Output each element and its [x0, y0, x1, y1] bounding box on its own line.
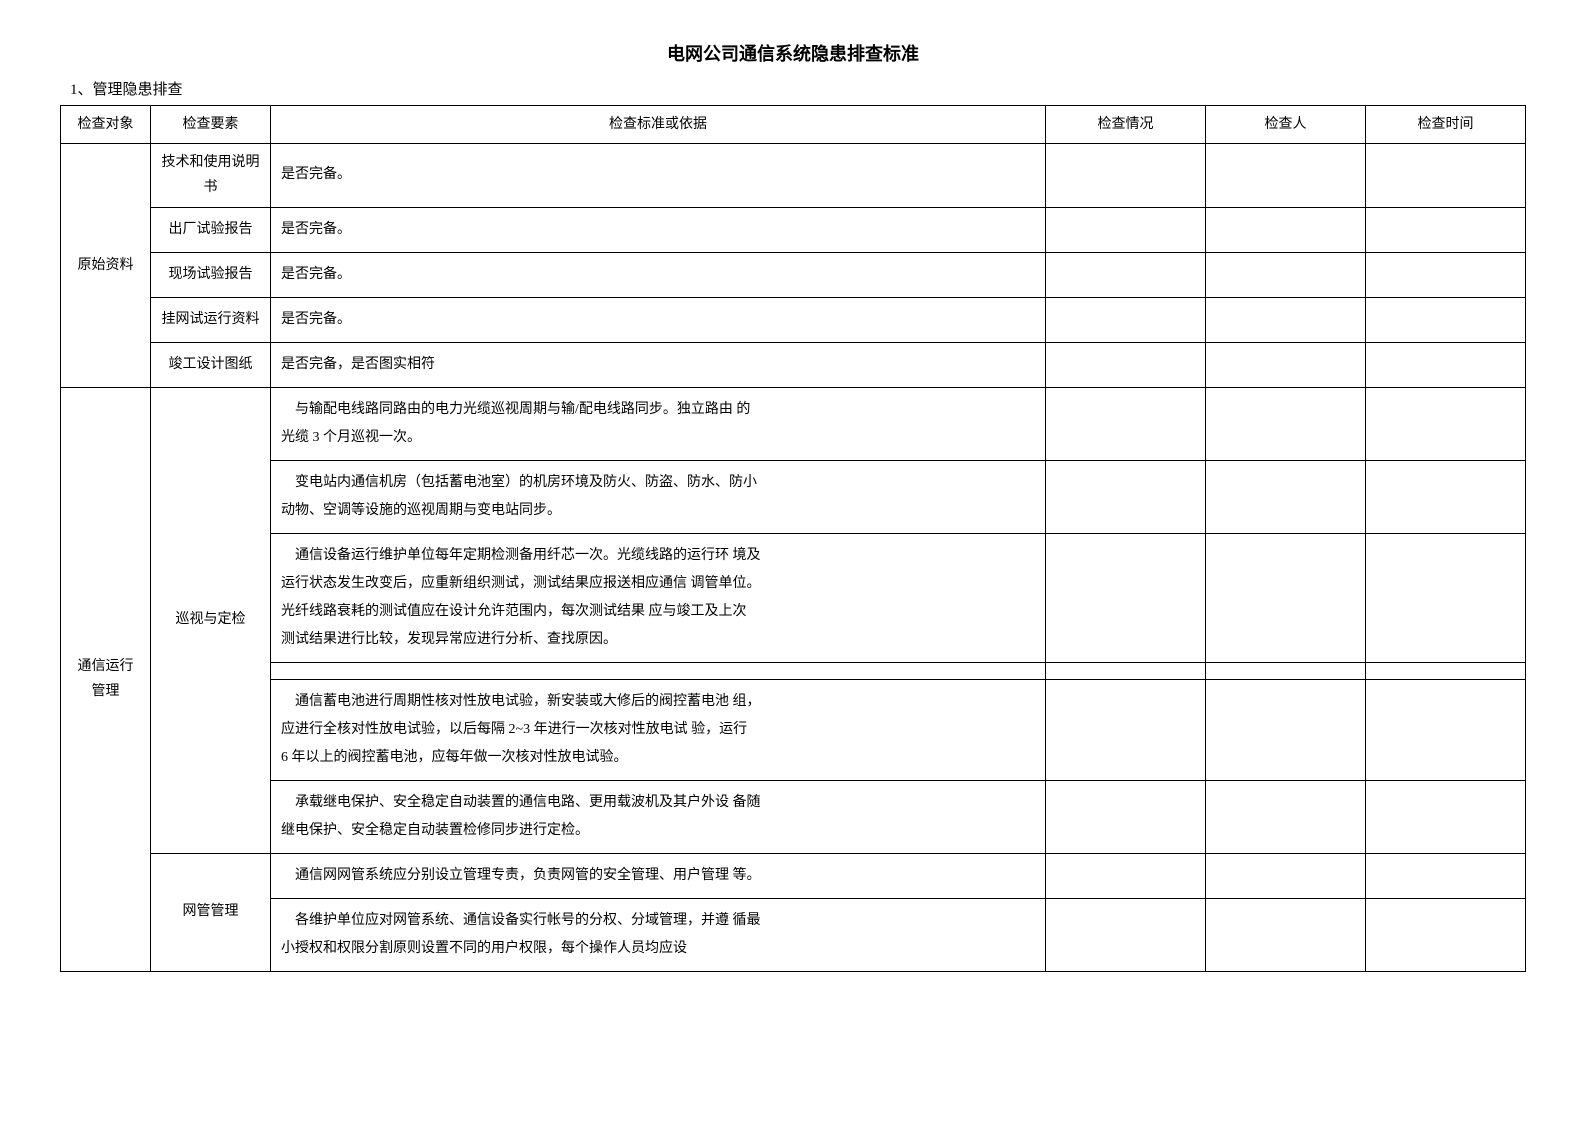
empty-cell	[1046, 342, 1206, 387]
empty-cell	[1046, 679, 1206, 780]
empty-cell	[1206, 207, 1366, 252]
empty-cell	[1206, 533, 1366, 662]
element-cell: 技术和使用说明书	[151, 144, 271, 207]
table-row: 挂网试运行资料是否完备。	[61, 297, 1526, 342]
standard-cell: 是否完备。	[271, 252, 1046, 297]
empty-cell	[1366, 297, 1526, 342]
empty-cell	[1046, 853, 1206, 898]
table-row: 通信运行 管理巡视与定检与输配电线路同路由的电力光缆巡视周期与输/配电线路同步。…	[61, 387, 1526, 460]
standard-cell: 是否完备。	[271, 144, 1046, 207]
empty-cell	[1366, 533, 1526, 662]
table-header-row: 检查对象 检查要素 检查标准或依据 检查情况 检查人 检查时间	[61, 106, 1526, 144]
standard-cell: 是否完备，是否图实相符	[271, 342, 1046, 387]
header-element: 检查要素	[151, 106, 271, 144]
standard-cell: 与输配电线路同路由的电力光缆巡视周期与输/配电线路同步。独立路由 的光缆 3 个…	[271, 387, 1046, 460]
empty-cell	[1206, 853, 1366, 898]
empty-cell	[1206, 342, 1366, 387]
header-target: 检查对象	[61, 106, 151, 144]
table-row: 出厂试验报告是否完备。	[61, 207, 1526, 252]
element-cell: 巡视与定检	[151, 387, 271, 853]
header-time: 检查时间	[1366, 106, 1526, 144]
empty-cell	[1046, 207, 1206, 252]
empty-cell	[1046, 662, 1206, 679]
empty-cell	[1206, 252, 1366, 297]
table-row: 竣工设计图纸是否完备，是否图实相符	[61, 342, 1526, 387]
standard-cell: 各维护单位应对网管系统、通信设备实行帐号的分权、分域管理，并遵 循最小授权和权限…	[271, 898, 1046, 971]
header-person: 检查人	[1206, 106, 1366, 144]
empty-cell	[1366, 898, 1526, 971]
empty-cell	[1366, 853, 1526, 898]
empty-cell	[1366, 679, 1526, 780]
empty-cell	[1046, 460, 1206, 533]
header-standard: 检查标准或依据	[271, 106, 1046, 144]
page-title: 电网公司通信系统隐患排查标准	[60, 40, 1526, 66]
empty-cell	[1366, 342, 1526, 387]
table-row: 现场试验报告是否完备。	[61, 252, 1526, 297]
element-cell: 竣工设计图纸	[151, 342, 271, 387]
empty-cell	[1366, 780, 1526, 853]
empty-cell	[1206, 460, 1366, 533]
empty-cell	[1366, 387, 1526, 460]
standard-cell: 通信设备运行维护单位每年定期检测备用纤芯一次。光缆线路的运行环 境及运行状态发生…	[271, 533, 1046, 662]
empty-cell	[1366, 207, 1526, 252]
target-cell: 通信运行 管理	[61, 387, 151, 971]
section-label: 1、管理隐患排查	[70, 78, 1526, 99]
empty-cell	[1046, 387, 1206, 460]
header-status: 检查情况	[1046, 106, 1206, 144]
empty-cell	[1206, 780, 1366, 853]
empty-cell	[1206, 297, 1366, 342]
empty-cell	[1206, 387, 1366, 460]
empty-cell	[1206, 662, 1366, 679]
empty-cell	[1046, 780, 1206, 853]
table-row: 变电站内通信机房（包括蓄电池室）的机房环境及防火、防盗、防水、防小动物、空调等设…	[61, 460, 1526, 533]
table-row: 承载继电保护、安全稳定自动装置的通信电路、更用载波机及其户外设 备随继电保护、安…	[61, 780, 1526, 853]
empty-cell	[1366, 252, 1526, 297]
empty-cell	[1046, 297, 1206, 342]
inspection-table: 检查对象 检查要素 检查标准或依据 检查情况 检查人 检查时间 原始资料技术和使…	[60, 105, 1526, 972]
empty-cell	[1046, 898, 1206, 971]
empty-cell	[1046, 144, 1206, 207]
target-cell: 原始资料	[61, 144, 151, 387]
empty-cell	[1206, 679, 1366, 780]
standard-cell: 通信蓄电池进行周期性核对性放电试验，新安装或大修后的阀控蓄电池 组，应进行全核对…	[271, 679, 1046, 780]
table-row: 各维护单位应对网管系统、通信设备实行帐号的分权、分域管理，并遵 循最小授权和权限…	[61, 898, 1526, 971]
element-cell: 挂网试运行资料	[151, 297, 271, 342]
table-row	[61, 662, 1526, 679]
table-row: 网管管理通信网网管系统应分别设立管理专责，负责网管的安全管理、用户管理 等。	[61, 853, 1526, 898]
element-cell: 现场试验报告	[151, 252, 271, 297]
empty-cell	[1046, 252, 1206, 297]
table-row: 通信设备运行维护单位每年定期检测备用纤芯一次。光缆线路的运行环 境及运行状态发生…	[61, 533, 1526, 662]
element-cell: 网管管理	[151, 853, 271, 971]
empty-cell	[1366, 144, 1526, 207]
element-cell: 出厂试验报告	[151, 207, 271, 252]
empty-cell	[1046, 533, 1206, 662]
empty-cell	[1366, 662, 1526, 679]
empty-cell	[1366, 460, 1526, 533]
standard-cell: 通信网网管系统应分别设立管理专责，负责网管的安全管理、用户管理 等。	[271, 853, 1046, 898]
standard-cell: 变电站内通信机房（包括蓄电池室）的机房环境及防火、防盗、防水、防小动物、空调等设…	[271, 460, 1046, 533]
standard-cell: 承载继电保护、安全稳定自动装置的通信电路、更用载波机及其户外设 备随继电保护、安…	[271, 780, 1046, 853]
empty-cell	[1206, 898, 1366, 971]
table-row: 原始资料技术和使用说明书是否完备。	[61, 144, 1526, 207]
table-row: 通信蓄电池进行周期性核对性放电试验，新安装或大修后的阀控蓄电池 组，应进行全核对…	[61, 679, 1526, 780]
standard-cell: 是否完备。	[271, 297, 1046, 342]
empty-cell	[1206, 144, 1366, 207]
standard-cell	[271, 662, 1046, 679]
standard-cell: 是否完备。	[271, 207, 1046, 252]
